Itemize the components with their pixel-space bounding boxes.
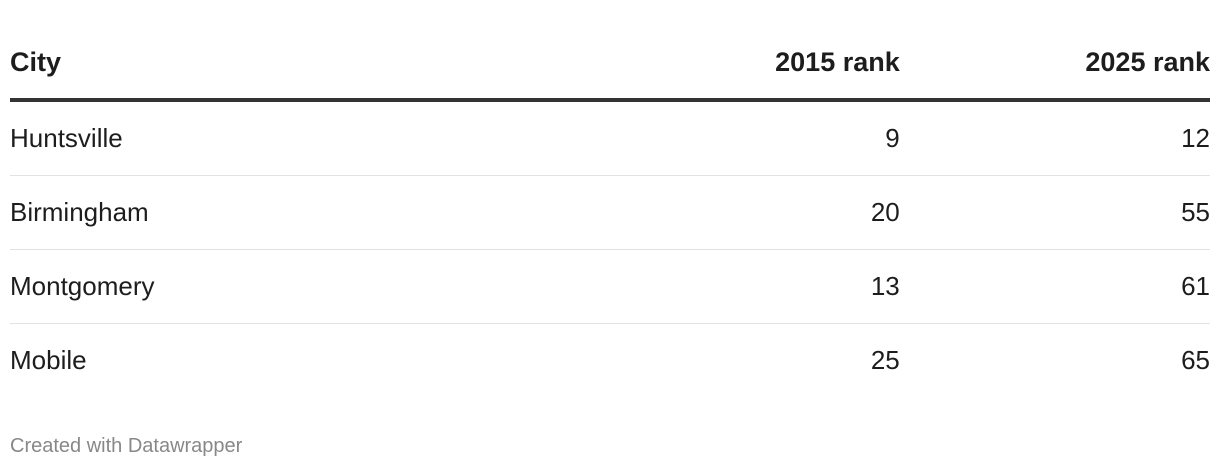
header-row: City 2015 rank 2025 rank	[10, 26, 1210, 102]
table-row: Birmingham 20 55	[10, 175, 1210, 250]
city-cell: Montgomery	[10, 249, 370, 324]
city-cell: Mobile	[10, 345, 87, 375]
rank-cell: 55	[899, 175, 1210, 250]
rank-cell: 20	[369, 175, 900, 250]
table-row: Montgomery 13 61	[10, 249, 1210, 324]
table-row: Mobile 25 65	[10, 324, 1210, 398]
column-header: City	[10, 26, 370, 102]
rank-cell: 25	[870, 345, 900, 375]
rank-cell: 9	[369, 100, 900, 176]
rank-cell: 65	[1181, 345, 1210, 375]
rank-cell: 61	[899, 249, 1210, 324]
column-header: 2025 rank	[899, 26, 1210, 102]
column-header: 2015 rank	[369, 26, 900, 102]
table-body: Huntsville 9 12 Birmingham 20 55 Montgomery 13 6…	[10, 100, 1210, 397]
rank-cell: 12	[899, 100, 1210, 176]
footer-credit: Created with Datawrapper	[10, 435, 243, 457]
data-table: City 2015 rank 2025 rank Huntsville 9 12 Birm…	[10, 26, 1210, 397]
city-cell: Birmingham	[10, 175, 370, 250]
city-cell: Huntsville	[10, 100, 370, 176]
rank-cell: 13	[369, 249, 900, 324]
table-row: Huntsville 9 12	[10, 100, 1210, 176]
